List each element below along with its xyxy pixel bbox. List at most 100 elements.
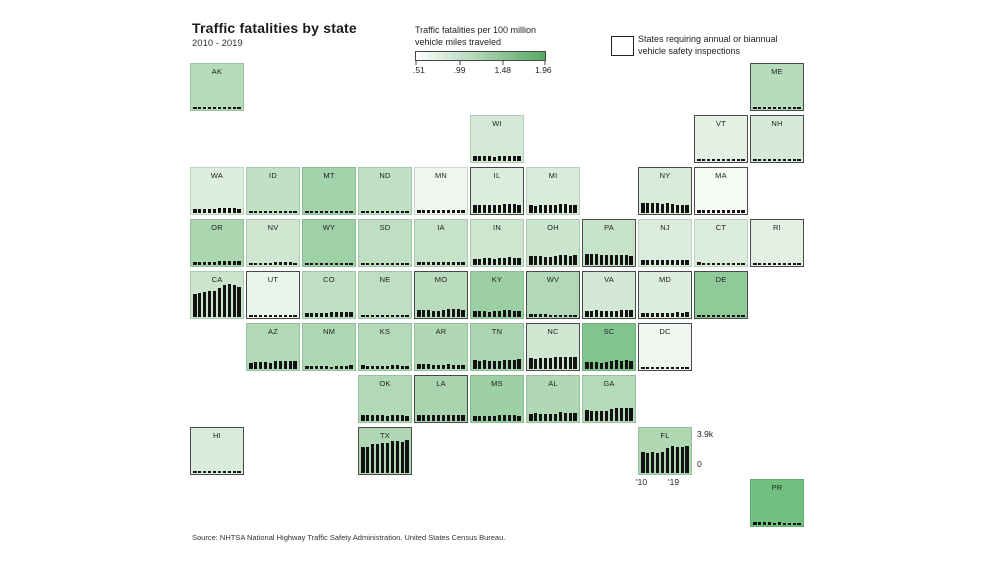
state-tile-ca[interactable]: CA: [190, 271, 244, 319]
state-tile-va[interactable]: VA: [582, 271, 636, 319]
year-bar: [624, 254, 628, 265]
state-tile-sc[interactable]: SC: [582, 323, 636, 371]
state-tile-ms[interactable]: MS: [470, 375, 524, 423]
fatalities-sparkline-pa: [585, 229, 633, 265]
state-tile-ut[interactable]: UT: [246, 271, 300, 319]
state-tile-hi[interactable]: HI: [190, 427, 244, 475]
state-label-tx: TX: [380, 431, 390, 440]
year-bar: [361, 211, 365, 213]
year-bar: [370, 211, 375, 213]
state-tile-mo[interactable]: MO: [414, 271, 468, 319]
year-bar: [421, 310, 426, 317]
state-tile-nh[interactable]: NH: [750, 115, 804, 163]
state-tile-id[interactable]: ID: [246, 167, 300, 215]
state-tile-sd[interactable]: SD: [358, 219, 412, 267]
state-tile-la[interactable]: LA: [414, 375, 468, 423]
state-tile-ok[interactable]: OK: [358, 375, 412, 423]
state-tile-ks[interactable]: KS: [358, 323, 412, 371]
state-tile-ne[interactable]: NE: [358, 271, 412, 319]
state-tile-az[interactable]: AZ: [246, 323, 300, 371]
year-bar: [446, 364, 451, 369]
state-tile-ct[interactable]: CT: [694, 219, 748, 267]
state-tile-mn[interactable]: MN: [414, 167, 468, 215]
fatalities-sparkline-ms: [473, 385, 521, 421]
year-bar: [202, 107, 207, 109]
year-bar: [757, 522, 762, 525]
year-bar: [441, 262, 446, 265]
state-tile-me[interactable]: ME: [750, 63, 804, 111]
state-tile-vt[interactable]: VT: [694, 115, 748, 163]
year-bar: [293, 314, 297, 317]
year-bar: [361, 315, 365, 317]
state-tile-nv[interactable]: NV: [246, 219, 300, 267]
state-tile-wa[interactable]: WA: [190, 167, 244, 215]
year-bar: [604, 311, 609, 317]
year-bar: [680, 205, 684, 213]
state-tile-tx[interactable]: TX: [358, 427, 412, 475]
state-tile-ga[interactable]: GA: [582, 375, 636, 423]
fatalities-sparkline-de: [697, 281, 745, 317]
state-label-vt: VT: [716, 119, 726, 128]
state-tile-wi[interactable]: WI: [470, 115, 524, 163]
state-label-nm: NM: [322, 327, 336, 336]
year-bar: [497, 360, 502, 369]
state-tile-mi[interactable]: MI: [526, 167, 580, 215]
state-tile-tn[interactable]: TN: [470, 323, 524, 371]
state-tile-ar[interactable]: AR: [414, 323, 468, 371]
year-bar: [249, 262, 253, 265]
year-bar: [609, 408, 614, 421]
year-bar: [492, 156, 497, 161]
year-bar: [473, 360, 477, 369]
year-bar: [473, 156, 477, 161]
state-tile-or[interactable]: OR: [190, 219, 244, 267]
year-bar: [512, 204, 516, 213]
year-bar: [553, 204, 558, 213]
state-tile-ny[interactable]: NY: [638, 167, 692, 215]
year-bar: [319, 366, 324, 369]
year-bar: [614, 407, 619, 421]
state-tile-nc[interactable]: NC: [526, 323, 580, 371]
state-tile-nm[interactable]: NM: [302, 323, 356, 371]
state-tile-ri[interactable]: RI: [750, 219, 804, 267]
state-tile-fl[interactable]: FL: [638, 427, 692, 475]
state-tile-co[interactable]: CO: [302, 271, 356, 319]
year-bar: [431, 364, 436, 369]
fatalities-sparkline-nh: [753, 125, 801, 161]
state-tile-wv[interactable]: WV: [526, 271, 580, 319]
year-bar: [665, 203, 670, 213]
state-tile-nd[interactable]: ND: [358, 167, 412, 215]
state-tile-al[interactable]: AL: [526, 375, 580, 423]
state-label-ms: MS: [491, 379, 503, 388]
state-tile-nj[interactable]: NJ: [638, 219, 692, 267]
year-bar: [375, 211, 380, 213]
state-tile-il[interactable]: IL: [470, 167, 524, 215]
state-tile-oh[interactable]: OH: [526, 219, 580, 267]
year-bar: [361, 263, 365, 265]
state-tile-ia[interactable]: IA: [414, 219, 468, 267]
state-label-az: AZ: [268, 327, 278, 336]
year-bar: [660, 367, 665, 369]
year-bar: [375, 366, 380, 369]
year-bar: [502, 155, 507, 161]
year-bar: [492, 360, 497, 369]
state-tile-in[interactable]: IN: [470, 219, 524, 267]
state-tile-md[interactable]: MD: [638, 271, 692, 319]
year-bar: [268, 211, 273, 213]
year-bar: [451, 309, 456, 317]
year-bar: [641, 260, 645, 265]
state-label-sc: SC: [603, 327, 615, 336]
fatalities-sparkline-hi: [193, 437, 241, 473]
state-tile-mt[interactable]: MT: [302, 167, 356, 215]
state-tile-de[interactable]: DE: [694, 271, 748, 319]
year-bar: [507, 415, 512, 421]
year-bar: [589, 362, 594, 369]
year-bar: [232, 284, 236, 317]
year-bar: [456, 262, 460, 265]
state-tile-pr[interactable]: PR: [750, 479, 804, 527]
state-tile-wy[interactable]: WY: [302, 219, 356, 267]
state-tile-pa[interactable]: PA: [582, 219, 636, 267]
state-tile-dc[interactable]: DC: [638, 323, 692, 371]
state-tile-ak[interactable]: AK: [190, 63, 244, 111]
state-tile-ma[interactable]: MA: [694, 167, 748, 215]
state-tile-ky[interactable]: KY: [470, 271, 524, 319]
